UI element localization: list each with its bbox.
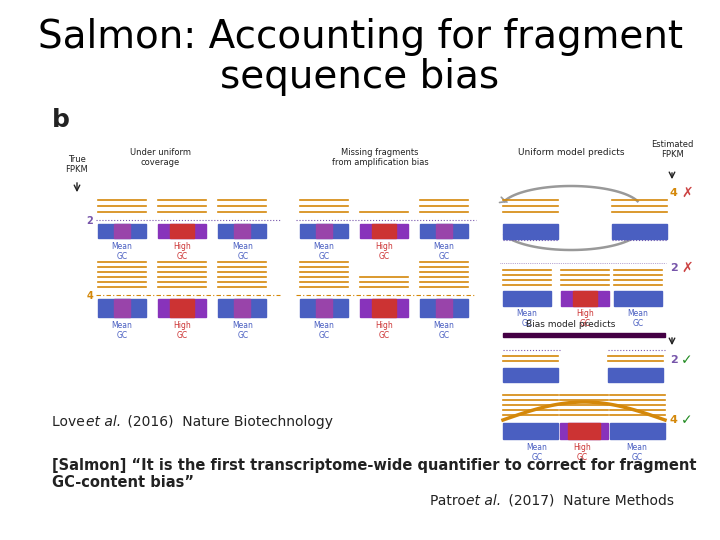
Bar xyxy=(503,423,558,439)
Bar xyxy=(218,299,266,317)
Text: High
GC: High GC xyxy=(576,309,594,328)
Bar xyxy=(98,299,146,317)
Text: Bias model predicts: Bias model predicts xyxy=(526,320,616,329)
Text: Mean
GC: Mean GC xyxy=(433,242,454,261)
Text: Mean
GC: Mean GC xyxy=(626,443,647,462)
Text: Mean
GC: Mean GC xyxy=(433,321,454,340)
Text: Salmon: Accounting for fragment: Salmon: Accounting for fragment xyxy=(37,18,683,56)
Bar xyxy=(503,333,665,337)
Text: Estimated
FPKM: Estimated FPKM xyxy=(651,140,693,159)
Bar xyxy=(98,224,146,238)
Bar xyxy=(360,299,408,317)
Text: ✓: ✓ xyxy=(681,353,693,367)
Text: 4: 4 xyxy=(670,188,678,198)
Text: ✓: ✓ xyxy=(681,413,693,427)
Bar xyxy=(420,224,468,238)
Bar xyxy=(158,299,206,317)
Text: Mean
GC: Mean GC xyxy=(314,321,334,340)
Bar xyxy=(316,299,332,317)
Text: [Salmon] “It is the first transcriptome-wide quantifier to correct for fragment
: [Salmon] “It is the first transcriptome-… xyxy=(52,458,696,490)
Text: Missing fragments
from amplification bias: Missing fragments from amplification bia… xyxy=(332,148,428,167)
Bar xyxy=(300,299,348,317)
Text: b: b xyxy=(52,108,70,132)
Text: Mean
GC: Mean GC xyxy=(233,321,253,340)
Bar xyxy=(234,224,250,238)
Bar xyxy=(436,299,452,317)
Bar xyxy=(372,299,396,317)
Text: (2017)  Nature Methods: (2017) Nature Methods xyxy=(504,494,674,508)
Text: High
GC: High GC xyxy=(375,321,393,340)
Bar xyxy=(316,224,332,238)
Text: High
GC: High GC xyxy=(173,242,191,261)
Text: sequence bias: sequence bias xyxy=(220,58,500,96)
Text: Mean
GC: Mean GC xyxy=(112,321,132,340)
Bar xyxy=(608,368,663,382)
Bar xyxy=(170,224,194,238)
Bar xyxy=(420,299,468,317)
Text: Mean
GC: Mean GC xyxy=(516,309,537,328)
Text: et al.: et al. xyxy=(86,415,121,429)
Text: Patro: Patro xyxy=(430,494,470,508)
Bar xyxy=(114,299,130,317)
Bar xyxy=(300,224,348,238)
Bar xyxy=(360,224,408,238)
Bar xyxy=(158,224,206,238)
Bar xyxy=(503,224,558,239)
Bar xyxy=(568,423,600,439)
Bar xyxy=(372,224,396,238)
Text: 2: 2 xyxy=(670,263,678,273)
Text: True
FPKM: True FPKM xyxy=(66,155,89,174)
Text: 2: 2 xyxy=(670,355,678,365)
Bar xyxy=(614,291,662,306)
Text: 2: 2 xyxy=(86,216,93,226)
Text: Mean
GC: Mean GC xyxy=(314,242,334,261)
Bar xyxy=(610,423,665,439)
Text: Mean
GC: Mean GC xyxy=(526,443,547,462)
Text: 4: 4 xyxy=(670,415,678,425)
Bar xyxy=(503,368,558,382)
Text: et al.: et al. xyxy=(466,494,501,508)
Text: Under uniform
coverage: Under uniform coverage xyxy=(130,148,191,167)
Text: Mean
GC: Mean GC xyxy=(233,242,253,261)
Text: High
GC: High GC xyxy=(173,321,191,340)
Text: Mean
GC: Mean GC xyxy=(112,242,132,261)
Text: High
GC: High GC xyxy=(573,443,591,462)
Text: Mean
GC: Mean GC xyxy=(628,309,649,328)
Text: Love: Love xyxy=(52,415,89,429)
Text: 4: 4 xyxy=(86,291,93,301)
Text: Uniform model predicts: Uniform model predicts xyxy=(518,148,624,157)
Bar xyxy=(234,299,250,317)
Bar xyxy=(218,224,266,238)
Bar xyxy=(170,299,194,317)
Bar xyxy=(612,224,667,239)
Bar xyxy=(561,291,609,306)
Bar xyxy=(560,423,608,439)
Text: ✗: ✗ xyxy=(681,261,693,275)
Bar xyxy=(573,291,597,306)
Bar xyxy=(503,291,551,306)
Text: High
GC: High GC xyxy=(375,242,393,261)
Bar xyxy=(436,224,452,238)
Text: (2016)  Nature Biotechnology: (2016) Nature Biotechnology xyxy=(123,415,333,429)
Bar xyxy=(114,224,130,238)
Text: ✗: ✗ xyxy=(681,186,693,200)
